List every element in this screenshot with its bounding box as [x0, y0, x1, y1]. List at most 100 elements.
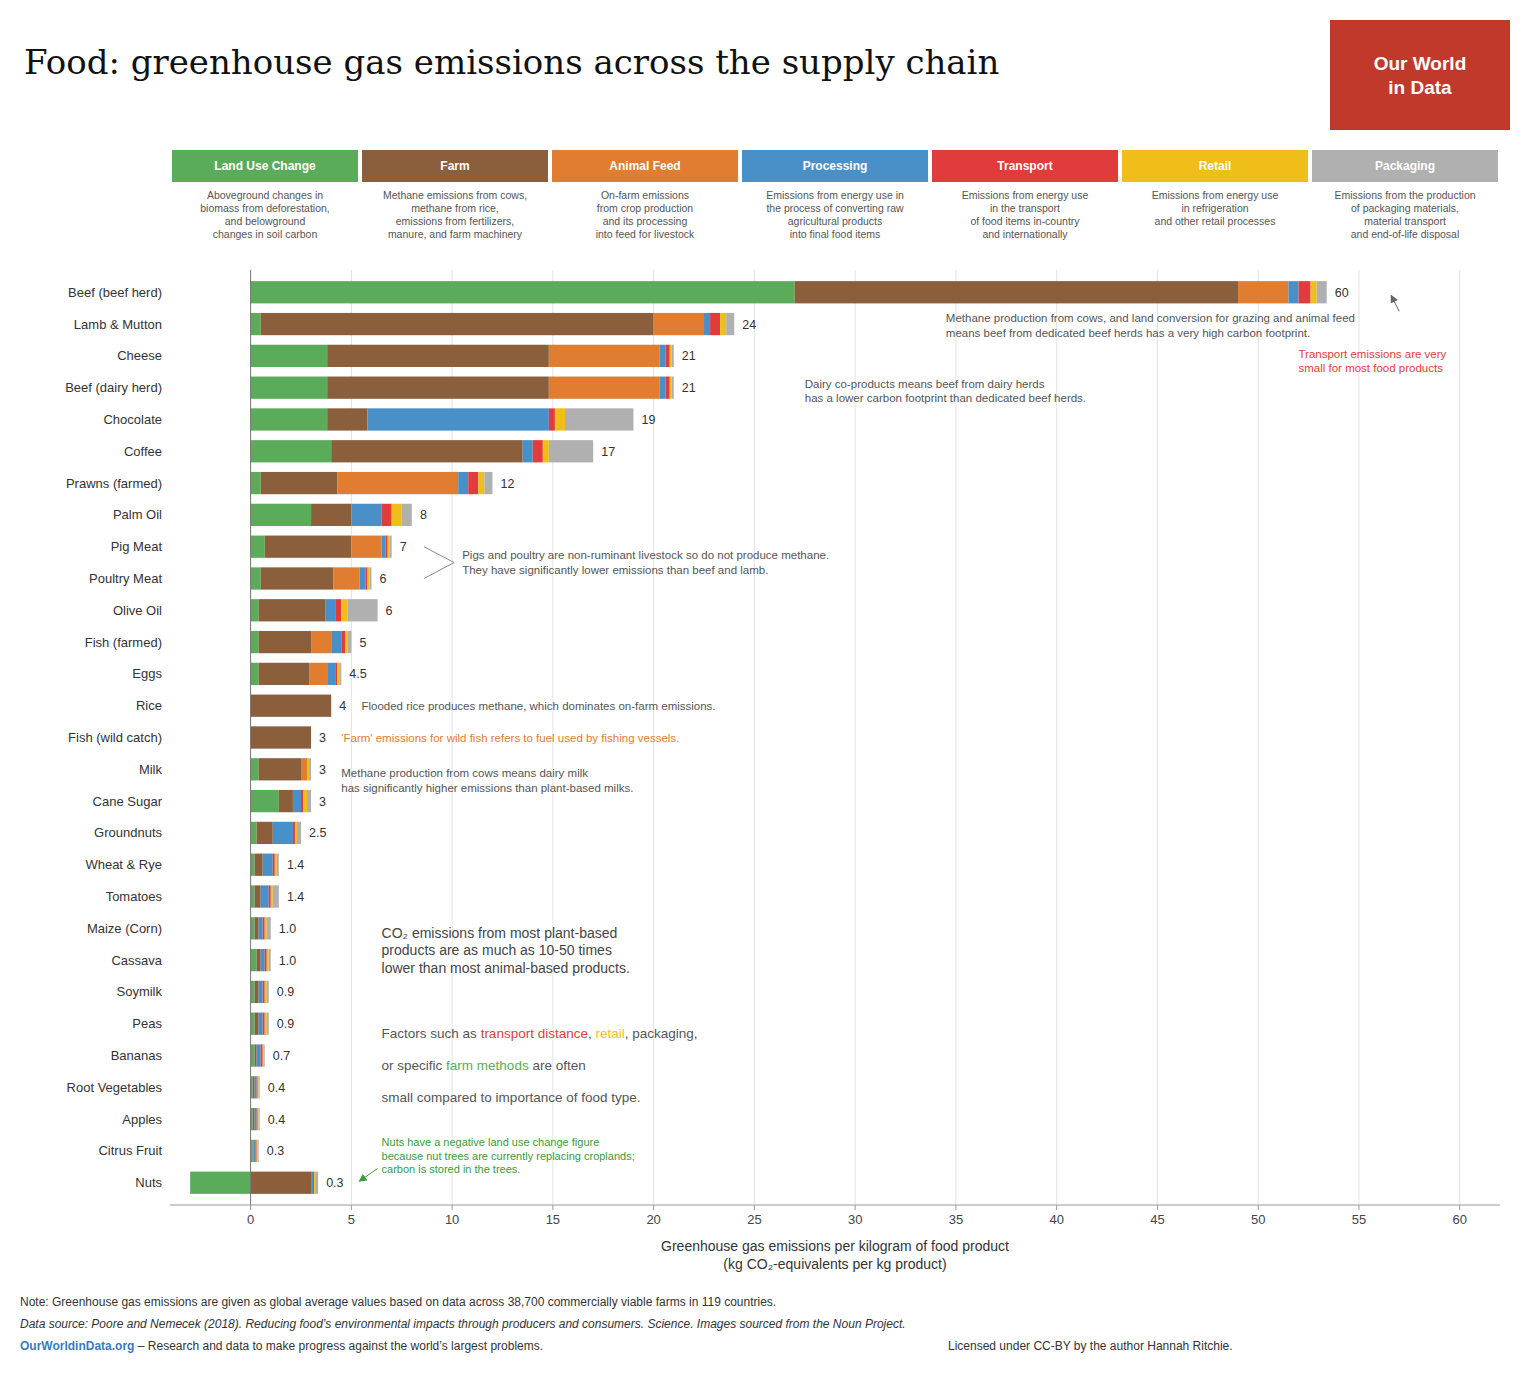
- bar-segment: [255, 981, 259, 1003]
- bar-segment: [255, 885, 261, 907]
- bar-segment: [549, 377, 660, 399]
- category-label: Citrus Fruit: [98, 1143, 162, 1158]
- category-label: Groundnuts: [94, 825, 162, 840]
- bar-segment: [303, 790, 307, 812]
- total-label: 0.4: [268, 1081, 285, 1095]
- bar-segment: [259, 981, 263, 1003]
- bar-segment: [345, 631, 347, 653]
- bar-segment: [265, 981, 267, 1003]
- legend-description-line: in the transport: [990, 202, 1060, 214]
- bar-segment: [263, 917, 265, 939]
- annotation-line: Transport emissions are very: [1298, 348, 1446, 360]
- annotations: Transport emissions are verysmall for mo…: [341, 312, 1446, 1175]
- tick-label: 30: [848, 1212, 862, 1227]
- bar-segment: [311, 1172, 313, 1194]
- bar-segment: [251, 1172, 311, 1194]
- tick-mark: [351, 1205, 352, 1210]
- total-label: 0.7: [273, 1049, 290, 1063]
- tick-label: 55: [1352, 1212, 1366, 1227]
- bar-segment: [259, 631, 311, 653]
- bar-segment: [256, 1140, 257, 1162]
- bar-segment: [549, 408, 555, 430]
- bar-segment: [672, 377, 674, 399]
- annotation: Pigs and poultry are non-ruminant livest…: [462, 549, 829, 575]
- bar-segment: [251, 854, 255, 876]
- bar-segment: [261, 567, 334, 589]
- grid-line: [1358, 270, 1359, 1205]
- bar-segment: [311, 726, 312, 748]
- category-label: Beef (dairy herd): [65, 380, 162, 395]
- legend-description-line: Emissions from energy use in: [766, 189, 904, 201]
- bar-segment: [251, 408, 328, 430]
- bar-segment: [251, 281, 795, 303]
- annotation-line: Flooded rice produces methane, which dom…: [361, 700, 715, 712]
- bar-segment: [251, 981, 255, 1003]
- bar-segment: [279, 790, 293, 812]
- bar-segment: [565, 408, 634, 430]
- grid-line: [855, 270, 856, 1205]
- category-label: Rice: [136, 698, 162, 713]
- bar-segment: [311, 726, 312, 748]
- bar-segment: [251, 345, 328, 367]
- bar-segment: [257, 1140, 258, 1162]
- bar-segment: [795, 281, 1238, 303]
- bar-segment: [251, 726, 311, 748]
- grid-line: [754, 270, 755, 1205]
- bar-segment: [660, 377, 666, 399]
- legend-description: Aboveground changes inbiomass from defor…: [200, 189, 330, 240]
- bar-segment: [402, 504, 412, 526]
- bar-segment: [293, 822, 295, 844]
- legend-description-line: into feed for livestock: [596, 228, 695, 240]
- grid-line: [250, 270, 251, 1205]
- legend-description: On-farm emissionsfrom crop productionand…: [596, 189, 695, 240]
- total-label: 2.5: [309, 826, 326, 840]
- bar-segment: [257, 1076, 258, 1098]
- bar-segment: [327, 345, 549, 367]
- x-axis-label: Greenhouse gas emissions per kilogram of…: [661, 1238, 1009, 1272]
- legend-swatch: [742, 150, 928, 182]
- annotation-line: or specific: [382, 1058, 447, 1073]
- annotation-arrow: [1391, 295, 1399, 311]
- bar-segment: [382, 536, 386, 558]
- bar-segment: [273, 822, 293, 844]
- annotation-line: has a lower carbon footprint than dedica…: [805, 392, 1086, 404]
- total-label: 6: [380, 572, 387, 586]
- total-label: 4: [339, 699, 346, 713]
- legend-description: Emissions from energy usein refrigeratio…: [1152, 189, 1279, 227]
- bar-segment: [251, 790, 279, 812]
- bar-segment: [258, 1140, 259, 1162]
- tick-mark: [1157, 1205, 1158, 1210]
- bar-segment: [549, 345, 660, 367]
- bar-segment: [251, 1013, 255, 1035]
- legend-label-line: Retail: [1199, 159, 1232, 173]
- category-label: Eggs: [132, 666, 162, 681]
- legend-swatch: [1122, 150, 1308, 182]
- grid-line: [1157, 270, 1158, 1205]
- annotation-line: Methane production from cows, and land c…: [946, 312, 1355, 324]
- tick-mark: [653, 1205, 654, 1210]
- bar-segment: [263, 1044, 264, 1066]
- bar-segment: [251, 377, 328, 399]
- bar-segment: [359, 567, 365, 589]
- title: Food: greenhouse gas emissions across th…: [24, 42, 999, 82]
- bar-segment: [251, 917, 255, 939]
- note-line: Data source: Poore and Nemecek (2018). R…: [20, 1317, 906, 1331]
- tick-mark: [452, 1205, 453, 1210]
- category-label: Chocolate: [103, 412, 162, 427]
- connectors: [359, 295, 1399, 1181]
- total-label: 21: [682, 349, 696, 363]
- bar-segment: [265, 536, 352, 558]
- annotation: Dairy co-products means beef from dairy …: [805, 378, 1086, 404]
- bar-segment: [704, 313, 710, 335]
- tick-mark: [1258, 1205, 1259, 1210]
- bar-segment: [311, 631, 331, 653]
- bar-segment: [273, 854, 275, 876]
- bar-segment: [543, 440, 549, 462]
- annotation: Methane production from cows, and land c…: [946, 312, 1355, 338]
- annotation: Methane production from cows means dairy…: [341, 767, 633, 793]
- bar-segment: [251, 313, 261, 335]
- legend-description-line: biomass from deforestation,: [200, 202, 330, 214]
- bar-segment: [251, 599, 259, 621]
- bar-segment: [654, 313, 704, 335]
- bar-segment: [392, 504, 402, 526]
